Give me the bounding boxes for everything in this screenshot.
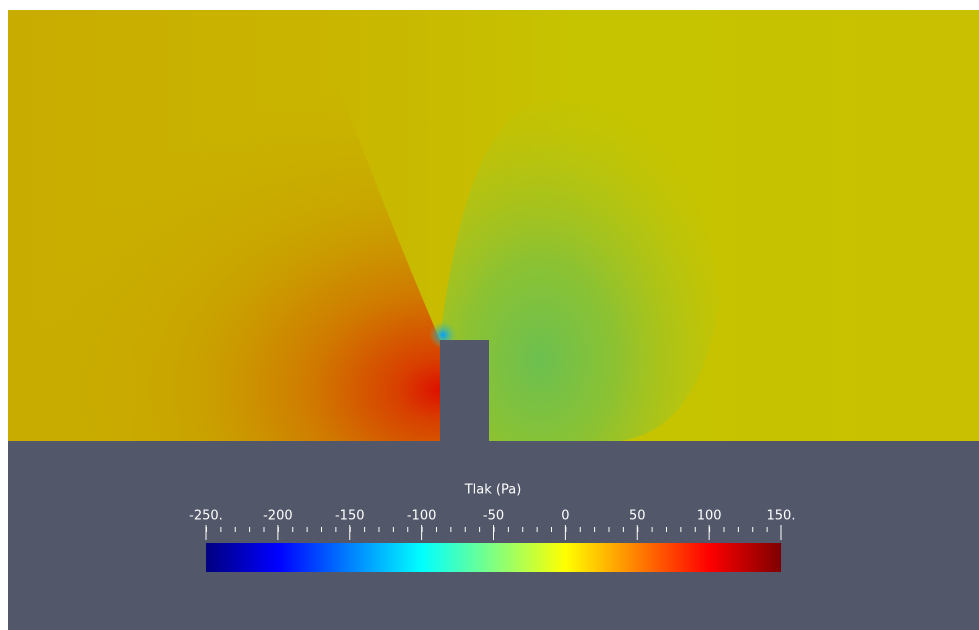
color-legend: Tlak (Pa) -250. -200 -150 -100 -50 0 50 100 150. — [189, 483, 796, 572]
tick-label: -100 — [407, 509, 437, 524]
tick-label: 100 — [697, 509, 722, 524]
obstacle — [440, 340, 489, 441]
tick-label: 150. — [767, 509, 796, 524]
tick-label: 50 — [629, 509, 646, 524]
tick-label: 0 — [561, 509, 569, 524]
pressure-field — [8, 10, 979, 441]
tick-label: -250. — [189, 509, 223, 524]
tick-label: -50 — [483, 509, 504, 524]
tick-label: -150 — [335, 509, 365, 524]
tick-label: -200 — [263, 509, 293, 524]
color-scale — [206, 543, 781, 572]
legend-title: Tlak (Pa) — [464, 483, 522, 498]
